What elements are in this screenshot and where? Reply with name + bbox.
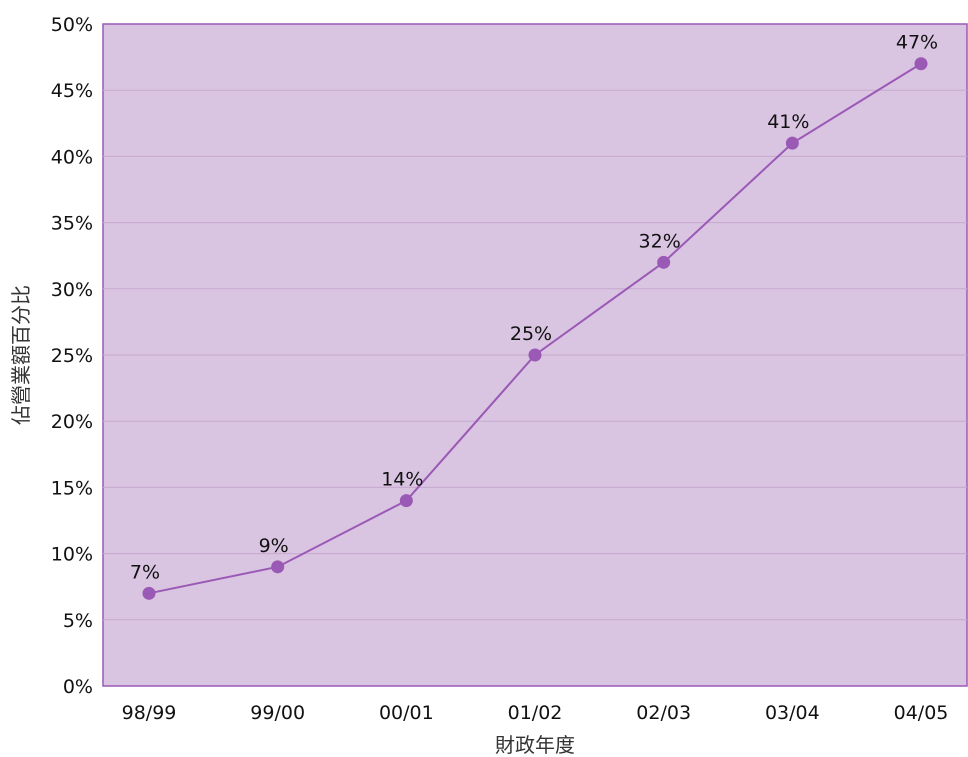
data-point [785, 136, 799, 150]
y-tick-label: 45% [51, 80, 93, 102]
y-tick-label: 40% [51, 146, 93, 168]
x-tick-label: 04/05 [894, 702, 949, 724]
data-label: 47% [896, 32, 938, 54]
x-tick-label: 01/02 [508, 702, 563, 724]
x-tick-label: 99/00 [250, 702, 305, 724]
data-label: 14% [381, 469, 423, 491]
gridlines [103, 89, 967, 621]
y-tick-label: 5% [63, 610, 93, 632]
y-tick-label: 10% [51, 544, 93, 566]
y-tick-label: 35% [51, 213, 93, 235]
x-tick-label: 98/99 [122, 702, 177, 724]
data-labels: 7% 9% 14% 25% 32% 41% 47% [130, 32, 938, 584]
y-axis-ticks: 0% 5% 10% 15% 20% 25% 30% 35% 40% 45% 50% [51, 14, 93, 698]
series-points [142, 57, 928, 600]
y-axis-title: 佔營業額百分比 [9, 285, 33, 425]
y-tick-label: 0% [63, 676, 93, 698]
data-point [271, 560, 285, 574]
data-label: 41% [767, 111, 809, 133]
data-point [914, 57, 928, 71]
x-tick-label: 03/04 [765, 702, 820, 724]
x-tick-label: 02/03 [636, 702, 691, 724]
y-tick-label: 15% [51, 477, 93, 499]
data-label: 7% [130, 561, 160, 583]
data-label: 9% [259, 535, 289, 557]
data-label: 25% [510, 323, 552, 345]
data-point [528, 348, 542, 362]
x-tick-label: 00/01 [379, 702, 434, 724]
data-point [399, 494, 413, 508]
x-axis-ticks: 98/99 99/00 00/01 01/02 02/03 03/04 04/05 [122, 702, 949, 724]
y-tick-label: 25% [51, 345, 93, 367]
y-tick-label: 20% [51, 411, 93, 433]
y-tick-label: 30% [51, 279, 93, 301]
data-point [657, 255, 671, 269]
data-label: 32% [639, 230, 681, 252]
y-tick-label: 50% [51, 14, 93, 36]
data-point [142, 586, 156, 600]
x-axis-title: 財政年度 [495, 733, 575, 757]
